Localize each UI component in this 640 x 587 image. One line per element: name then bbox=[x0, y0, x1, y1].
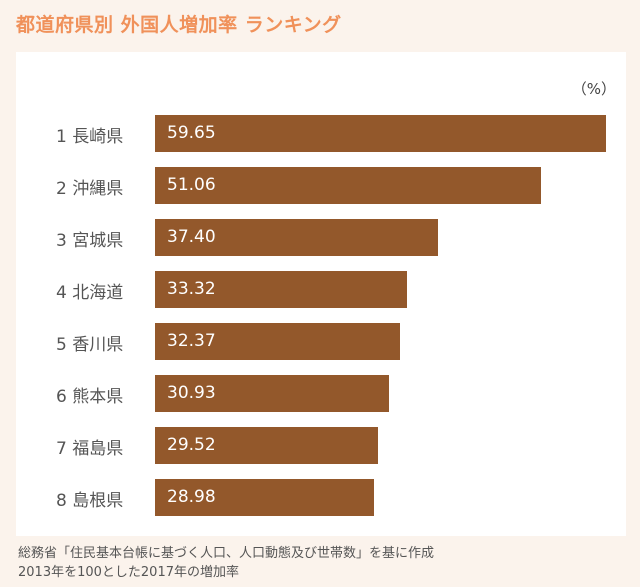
chart-title: 都道府県別 外国人増加率 ランキング bbox=[16, 14, 342, 36]
category-label: 7 福島県 bbox=[56, 439, 124, 459]
bar bbox=[155, 375, 389, 412]
bar bbox=[155, 167, 542, 204]
category-label: 8 島根県 bbox=[56, 491, 124, 511]
bar bbox=[155, 219, 438, 256]
value-label: 28.98 bbox=[167, 487, 216, 507]
value-label: 32.37 bbox=[167, 331, 216, 351]
category-label: 4 北海道 bbox=[56, 283, 124, 303]
category-label: 3 宮城県 bbox=[56, 231, 124, 251]
unit-label: （%） bbox=[571, 80, 616, 98]
bar bbox=[155, 479, 375, 516]
source-note: 総務省「住民基本台帳に基づく人口、人口動態及び世帯数」を基に作成 2013年を1… bbox=[18, 544, 434, 582]
value-label: 59.65 bbox=[167, 123, 216, 143]
value-label: 33.32 bbox=[167, 279, 216, 299]
source-line-2: 2013年を100とした2017年の増加率 bbox=[18, 565, 239, 580]
bar-row: 4 北海道 33.32 bbox=[16, 271, 626, 308]
bar bbox=[155, 115, 606, 152]
bar-row: 3 宮城県 37.40 bbox=[16, 219, 626, 256]
bar bbox=[155, 427, 379, 464]
category-label: 2 沖縄県 bbox=[56, 179, 124, 199]
bar-row: 1 長崎県 59.65 bbox=[16, 115, 626, 152]
bar bbox=[155, 323, 400, 360]
chart-panel: （%） 1 長崎県 59.65 2 沖縄県 51.06 3 宮城県 37.40 4 北海道 3… bbox=[16, 52, 626, 536]
bar-row: 2 沖縄県 51.06 bbox=[16, 167, 626, 204]
bar-row: 7 福島県 29.52 bbox=[16, 427, 626, 464]
category-label: 1 長崎県 bbox=[56, 127, 124, 147]
bar bbox=[155, 271, 407, 308]
bar-row: 6 熊本県 30.93 bbox=[16, 375, 626, 412]
source-line-1: 総務省「住民基本台帳に基づく人口、人口動態及び世帯数」を基に作成 bbox=[18, 546, 435, 561]
value-label: 29.52 bbox=[167, 435, 216, 455]
value-label: 37.40 bbox=[167, 227, 216, 247]
value-label: 30.93 bbox=[167, 383, 216, 403]
category-label: 5 香川県 bbox=[56, 335, 124, 355]
value-label: 51.06 bbox=[167, 175, 216, 195]
category-label: 6 熊本県 bbox=[56, 387, 124, 407]
bar-row: 8 島根県 28.98 bbox=[16, 479, 626, 516]
bar-row: 5 香川県 32.37 bbox=[16, 323, 626, 360]
